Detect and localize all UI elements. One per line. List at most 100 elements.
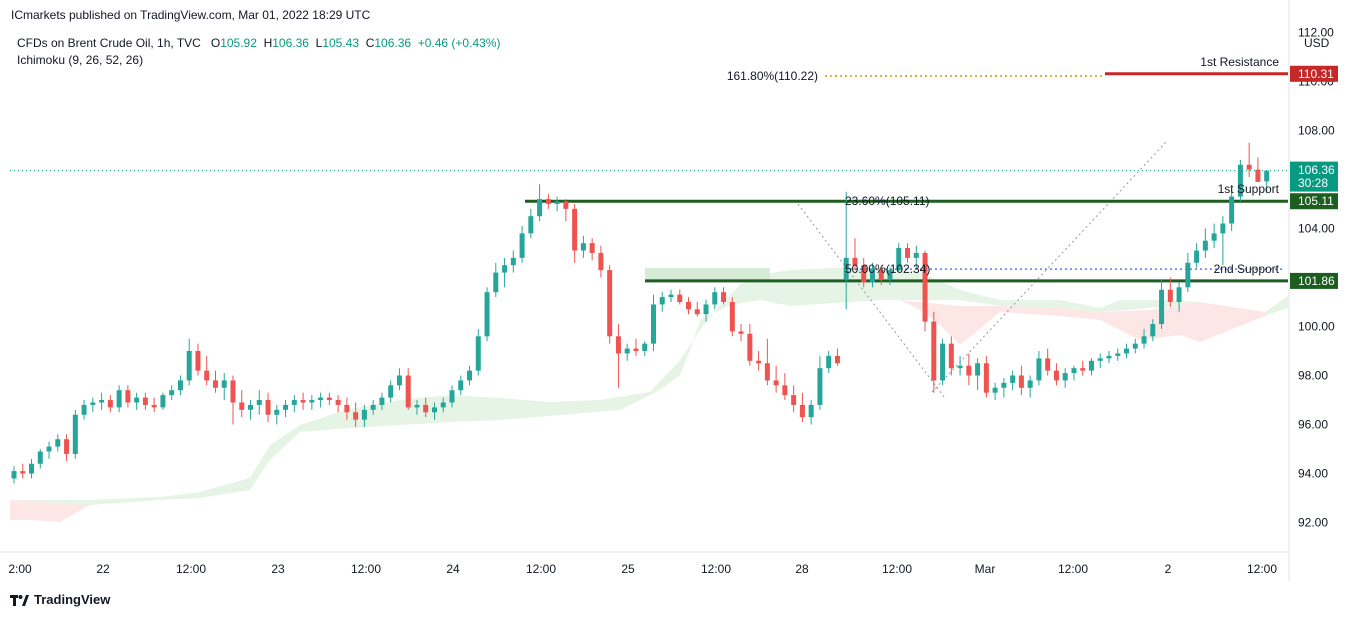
candle-body[interactable]	[1115, 353, 1121, 356]
candle-body[interactable]	[423, 404, 429, 413]
candle-body[interactable]	[1106, 355, 1112, 359]
candle-body[interactable]	[440, 402, 446, 408]
symbol-label[interactable]: CFDs on Brent Crude Oil, 1h, TVC	[17, 36, 201, 50]
candle-body[interactable]	[694, 309, 700, 315]
candle-body[interactable]	[195, 351, 201, 371]
candle-body[interactable]	[248, 404, 254, 410]
candle-body[interactable]	[81, 404, 87, 415]
candle-body[interactable]	[379, 397, 385, 405]
candle-body[interactable]	[1097, 358, 1103, 361]
candle-body[interactable]	[721, 292, 727, 302]
candle-body[interactable]	[826, 355, 832, 369]
candle-body[interactable]	[134, 397, 140, 403]
candle-body[interactable]	[90, 402, 96, 405]
candle-body[interactable]	[388, 385, 394, 398]
candle-body[interactable]	[878, 270, 884, 280]
candle-body[interactable]	[169, 390, 175, 396]
candle-body[interactable]	[212, 380, 218, 388]
candle-body[interactable]	[1141, 336, 1147, 344]
candle-body[interactable]	[852, 257, 858, 266]
candle-body[interactable]	[265, 400, 271, 415]
candle-body[interactable]	[55, 439, 61, 447]
candle-body[interactable]	[1220, 223, 1226, 234]
candle-body[interactable]	[318, 397, 324, 401]
candle-body[interactable]	[309, 400, 315, 403]
candle-body[interactable]	[747, 333, 753, 361]
candle-body[interactable]	[493, 272, 499, 293]
candle-body[interactable]	[344, 404, 350, 413]
candle-body[interactable]	[1010, 375, 1016, 383]
candle-body[interactable]	[116, 390, 122, 408]
candle-body[interactable]	[300, 400, 306, 403]
candle-body[interactable]	[160, 395, 166, 408]
candle-body[interactable]	[475, 336, 481, 371]
candle-body[interactable]	[957, 365, 963, 369]
candle-body[interactable]	[230, 380, 236, 403]
candle-body[interactable]	[624, 348, 630, 354]
candle-body[interactable]	[677, 294, 683, 302]
candle-body[interactable]	[905, 248, 911, 258]
candle-body[interactable]	[869, 270, 875, 283]
candle-body[interactable]	[99, 400, 105, 403]
candle-body[interactable]	[1132, 343, 1138, 349]
candle-body[interactable]	[1159, 289, 1165, 325]
candle-body[interactable]	[528, 216, 534, 234]
candle-body[interactable]	[913, 252, 919, 258]
candle-body[interactable]	[1150, 324, 1156, 337]
candle-body[interactable]	[773, 380, 779, 386]
candle-body[interactable]	[1088, 360, 1094, 371]
candle-body[interactable]	[1255, 169, 1261, 182]
candle-body[interactable]	[791, 395, 797, 405]
candle-body[interactable]	[142, 397, 148, 405]
candle-body[interactable]	[221, 380, 227, 388]
candle-body[interactable]	[204, 370, 210, 381]
candle-body[interactable]	[817, 368, 823, 405]
candle-body[interactable]	[29, 463, 35, 474]
candle-body[interactable]	[642, 343, 648, 352]
tradingview-brand[interactable]: TradingView	[10, 592, 110, 607]
candle-body[interactable]	[151, 404, 157, 408]
candle-body[interactable]	[1264, 170, 1270, 182]
candle-body[interactable]	[931, 321, 937, 381]
candle-body[interactable]	[335, 400, 341, 405]
candle-body[interactable]	[177, 380, 183, 391]
candle-body[interactable]	[896, 248, 902, 271]
candle-body[interactable]	[449, 390, 455, 403]
candle-body[interactable]	[1027, 380, 1033, 388]
candle-body[interactable]	[650, 304, 656, 344]
candle-body[interactable]	[633, 348, 639, 352]
candle-body[interactable]	[712, 292, 718, 305]
candle-body[interactable]	[107, 400, 113, 408]
candle-body[interactable]	[607, 270, 613, 337]
candle-body[interactable]	[353, 412, 359, 420]
candle-body[interactable]	[1124, 348, 1130, 354]
candle-body[interactable]	[72, 414, 78, 454]
candle-body[interactable]	[510, 257, 516, 266]
candle-body[interactable]	[843, 257, 849, 280]
candle-body[interactable]	[361, 409, 367, 420]
candle-body[interactable]	[756, 360, 762, 364]
candle-body[interactable]	[1176, 287, 1182, 302]
candle-body[interactable]	[1080, 368, 1086, 371]
candle-body[interactable]	[598, 252, 604, 271]
indicator-label[interactable]: Ichimoku (9, 26, 52, 26)	[17, 53, 144, 67]
candle-body[interactable]	[11, 471, 17, 479]
candle-body[interactable]	[1185, 262, 1191, 288]
candle-body[interactable]	[1045, 358, 1051, 371]
candle-body[interactable]	[1036, 358, 1042, 381]
candle-body[interactable]	[554, 201, 560, 204]
candle-body[interactable]	[64, 439, 70, 454]
candle-body[interactable]	[37, 451, 43, 464]
candle-body[interactable]	[431, 407, 437, 413]
candle-body[interactable]	[983, 363, 989, 393]
candle-body[interactable]	[975, 363, 981, 376]
candle-body[interactable]	[572, 208, 578, 251]
candle-body[interactable]	[186, 351, 192, 381]
candle-body[interactable]	[1018, 375, 1024, 388]
candle-body[interactable]	[414, 404, 420, 408]
candle-body[interactable]	[615, 336, 621, 354]
candle-body[interactable]	[729, 301, 735, 332]
candle-body[interactable]	[799, 404, 805, 418]
candle-body[interactable]	[922, 252, 928, 322]
